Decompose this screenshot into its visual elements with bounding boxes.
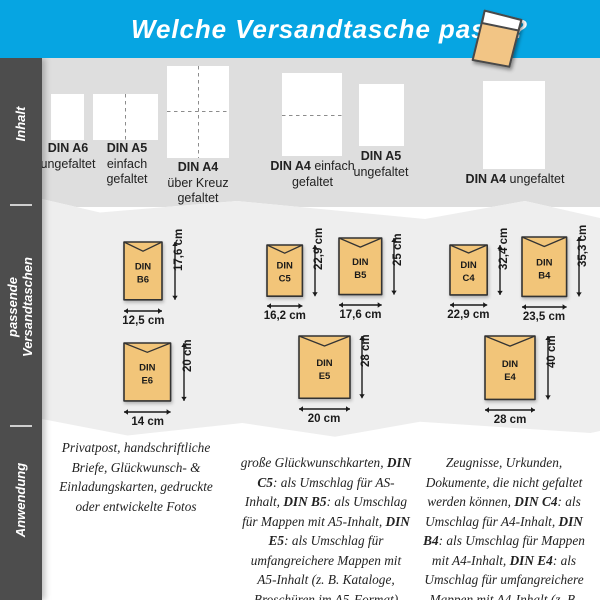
svg-text:C4: C4: [462, 273, 475, 284]
svg-text:DIN: DIN: [352, 257, 368, 268]
svg-text:E6: E6: [142, 376, 154, 387]
svg-text:DIN: DIN: [460, 260, 476, 271]
svg-text:DIN: DIN: [316, 358, 332, 369]
svg-text:B4: B4: [538, 271, 551, 282]
svg-text:DIN: DIN: [536, 258, 552, 269]
svg-text:DIN: DIN: [277, 260, 293, 271]
svg-text:DIN: DIN: [140, 363, 156, 374]
svg-text:DIN: DIN: [135, 262, 151, 273]
svg-text:C5: C5: [279, 273, 292, 284]
svg-text:E4: E4: [504, 372, 516, 383]
svg-text:E5: E5: [318, 371, 330, 382]
svg-text:B5: B5: [354, 270, 367, 281]
svg-text:B6: B6: [137, 275, 149, 286]
svg-text:DIN: DIN: [502, 359, 518, 370]
